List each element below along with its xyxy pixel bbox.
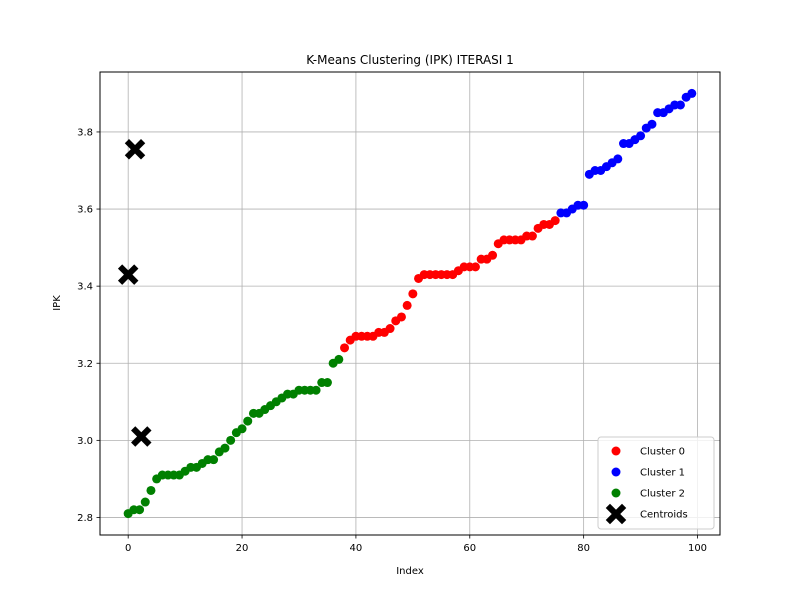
y-tick-label: 2.8 <box>77 513 93 524</box>
cluster-2-point <box>135 505 145 515</box>
cluster-1-point <box>579 200 589 210</box>
y-tick-label: 3.0 <box>77 436 93 447</box>
cluster-2-point <box>209 455 219 465</box>
axis-ticks: 0 20 40 60 80 100 2.8 3.0 3.2 3.4 3.6 3.8 <box>77 127 707 554</box>
legend-centroid-swatch <box>605 503 627 525</box>
legend-label: Cluster 2 <box>640 489 685 500</box>
centroid-stroke <box>124 139 146 160</box>
cluster-2-point <box>226 435 236 445</box>
x-tick-label: 60 <box>463 543 476 554</box>
cluster-0-point <box>408 289 418 299</box>
cluster-2-point <box>334 354 344 364</box>
cluster-1-point <box>647 119 657 129</box>
legend-label: Cluster 0 <box>640 447 685 458</box>
x-tick-label: 0 <box>125 543 131 554</box>
x-axis-label: Index <box>396 566 424 577</box>
cluster-2-point <box>146 485 156 495</box>
x-tick-label: 80 <box>577 543 590 554</box>
y-tick-label: 3.8 <box>77 127 93 138</box>
centroid-stroke <box>605 503 627 525</box>
cluster-0-point <box>385 324 395 334</box>
cluster-0-point <box>527 231 537 241</box>
y-tick-label: 3.6 <box>77 205 93 216</box>
centroid-stroke <box>131 426 152 447</box>
cluster-1-point <box>636 131 646 141</box>
legend-label: Cluster 1 <box>640 468 685 479</box>
chart-title: K-Means Clustering (IPK) ITERASI 1 <box>306 53 514 67</box>
x-tick-label: 20 <box>236 543 249 554</box>
legend-swatch <box>611 446 621 456</box>
legend-swatch <box>611 467 621 477</box>
cluster-0-point <box>550 216 560 226</box>
cluster-2-point <box>220 443 230 453</box>
cluster-0-point <box>402 300 412 310</box>
centroid-stroke <box>117 264 139 285</box>
cluster-1-point <box>613 154 623 164</box>
x-tick-label: 100 <box>688 543 707 554</box>
legend: Cluster 0 Cluster 1 Cluster 2 Centroids <box>597 436 715 530</box>
cluster-2-point <box>322 378 332 388</box>
cluster-2-point <box>237 424 247 434</box>
cluster-1-point <box>687 88 697 98</box>
cluster-1-point <box>675 100 685 110</box>
cluster-2-point <box>311 385 321 395</box>
legend-label: Centroids <box>640 510 688 521</box>
y-axis-label: IPK <box>52 295 63 311</box>
legend-box <box>597 436 715 530</box>
legend-swatch <box>611 488 621 498</box>
y-tick-label: 3.4 <box>77 282 93 293</box>
cluster-0-point <box>396 312 406 322</box>
y-tick-label: 3.2 <box>77 359 93 370</box>
x-tick-label: 40 <box>350 543 363 554</box>
centroid-marker <box>131 426 152 447</box>
plot-axes: 0 20 40 60 80 100 2.8 3.0 3.2 3.4 3.6 3.8 <box>77 71 721 554</box>
centroid-marker <box>124 139 146 160</box>
centroid-marker <box>117 264 139 285</box>
cluster-0-point <box>340 343 350 353</box>
cluster-2-point <box>243 416 253 426</box>
plot-frame <box>99 71 721 536</box>
cluster-2-point <box>140 497 150 507</box>
data-marks <box>117 88 697 519</box>
cluster-0-point <box>470 262 480 272</box>
cluster-0-point <box>488 250 498 260</box>
